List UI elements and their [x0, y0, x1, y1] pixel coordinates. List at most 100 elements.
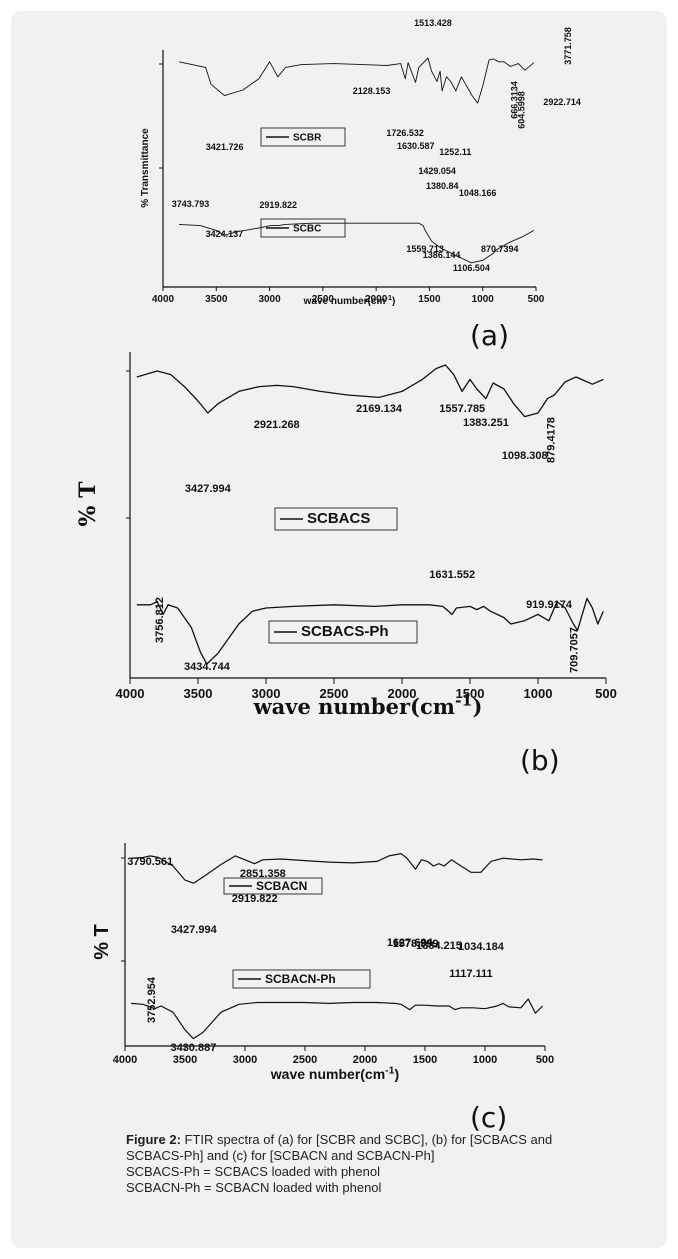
peak-label: 1034.184 [458, 941, 505, 953]
peak-label: 3421.726 [206, 142, 244, 152]
caption-bold: Figure 2: [126, 1132, 181, 1147]
panel-letter: (b) [520, 744, 560, 777]
peak-label: 2128.153 [353, 86, 391, 96]
caption-line-4: SCBACN-Ph = SCBACN loaded with phenol [126, 1180, 382, 1195]
peak-label: 919.9174 [526, 599, 573, 611]
figure-caption: Figure 2: FTIR spectra of (a) for [SCBR … [126, 1132, 666, 1196]
peak-label: 1383.251 [463, 417, 509, 429]
legend-label: SCBC [293, 223, 321, 234]
peak-label: 879.4178 [545, 417, 557, 463]
x-tick-label: 3500 [184, 686, 213, 701]
peak-label: 1578.999 [393, 938, 439, 950]
legend-box [260, 218, 346, 238]
x-axis-label: wave number(cm-1) [303, 293, 396, 307]
peak-label: 2919.822 [259, 200, 297, 210]
peak-label: 1098.308 [502, 450, 548, 462]
peak-label: 604.5998 [517, 91, 527, 129]
legend-box [268, 620, 418, 644]
peak-label: 2851.358 [240, 868, 286, 880]
peak-label: 3434.744 [184, 661, 231, 673]
x-tick-label: 4000 [152, 294, 175, 305]
series-line-scbacn-ph [130, 998, 544, 1040]
peak-label: 2169.134 [356, 403, 403, 415]
peak-label: 1048.166 [459, 188, 497, 198]
peak-label: 1513.428 [414, 18, 452, 28]
series-line-scbacn [130, 852, 543, 884]
x-tick-label: 1000 [473, 1054, 497, 1066]
panel-letter: (c) [470, 1101, 507, 1134]
x-tick-label: 3000 [233, 1054, 257, 1066]
series-line-scbr [178, 57, 535, 104]
x-tick-label: 2000 [365, 294, 388, 305]
x-tick-label: 2500 [293, 1054, 317, 1066]
legend-box [260, 127, 346, 147]
peak-label: 1386.144 [423, 250, 461, 260]
legend-label: SCBACN-Ph [265, 972, 336, 986]
y-axis-label: % T [91, 924, 113, 960]
peak-label: 3427.994 [185, 483, 232, 495]
series-line-scbacs [136, 364, 604, 418]
peak-label: 2919.822 [232, 893, 278, 905]
chart-panel-b: 4000 3500 3000 2500 2000 1500 1000 500 wave numb… [75, 352, 617, 777]
x-axis-label: wave number(cm-1) [270, 1064, 399, 1082]
peak-label: 1252.11 [439, 147, 471, 157]
caption-line-3: SCBACS-Ph = SCBACS loaded with phenol [126, 1164, 380, 1179]
legend-box [232, 969, 371, 989]
caption-line-2: SCBACS-Ph] and (c) for [SCBACN and SCBAC… [126, 1148, 435, 1163]
peak-label: 1384.215 [416, 940, 462, 952]
x-tick-label: 500 [528, 294, 545, 305]
figure-frame [11, 11, 667, 1248]
peak-label: 3743.793 [172, 199, 210, 209]
peak-label: 709.7057 [569, 627, 581, 673]
x-tick-label: 500 [595, 686, 617, 701]
x-tick-label: 3500 [173, 1054, 197, 1066]
caption-text-1: FTIR spectra of (a) for [SCBR and SCBC],… [180, 1132, 553, 1147]
x-tick-label: 1000 [472, 294, 495, 305]
x-tick-label: 2000 [353, 1054, 377, 1066]
x-tick-label: 4000 [116, 686, 145, 701]
x-tick-label: 2500 [312, 294, 335, 305]
x-tick-label: 3000 [258, 294, 281, 305]
legend-box [223, 877, 323, 895]
peak-label: 3424.137 [206, 229, 244, 239]
x-tick-label: 2500 [320, 686, 349, 701]
chart-panel-c: 4000 3500 3000 2500 2000 1500 1000 500 wave numb… [91, 843, 554, 1134]
x-tick-label: 3500 [205, 294, 228, 305]
legend-label: SCBACS-Ph [301, 623, 389, 640]
peak-label: 1627.694 [387, 937, 434, 949]
peak-label: 1631.552 [429, 569, 475, 581]
panel-letter: (a) [470, 319, 509, 352]
peak-label: 2921.268 [254, 419, 300, 431]
chart-panel-a: 4000 3500 3000 2500 2000 1500 1000 500 wave numb… [140, 18, 581, 352]
caption-line-1: Figure 2: FTIR spectra of (a) for [SCBR … [126, 1132, 666, 1148]
peak-label: 1559.713 [406, 244, 444, 254]
peak-label: 1726.532 [386, 128, 424, 138]
legend-label: SCBACS [307, 510, 370, 527]
peak-label: 1380.84 [426, 181, 459, 191]
peak-label: 2922.714 [543, 97, 581, 107]
x-tick-label: 1500 [413, 1054, 437, 1066]
peak-label: 1106.504 [453, 263, 490, 273]
y-axis-label: % T [75, 481, 101, 527]
peak-label: 1557.785 [439, 403, 485, 415]
peak-label: 1429.054 [418, 166, 456, 176]
peak-label: 3427.994 [171, 924, 218, 936]
series-line-scbc [178, 222, 535, 264]
peak-label: 3790.561 [127, 856, 173, 868]
series-line-scbacs-ph [136, 597, 604, 665]
peak-label: 3430.887 [170, 1042, 216, 1054]
x-tick-label: 3000 [252, 686, 281, 701]
x-tick-label: 500 [536, 1054, 554, 1066]
peak-label: 3752.954 [146, 976, 158, 1023]
x-tick-label: 1500 [418, 294, 441, 305]
legend-label: SCBACN [256, 879, 307, 893]
peak-label: 1630.587 [397, 141, 435, 151]
y-axis-label: % Transmittance [140, 128, 151, 208]
x-tick-label: 4000 [113, 1054, 137, 1066]
legend-label: SCBR [293, 132, 322, 143]
peak-label: 1117.111 [449, 968, 492, 980]
peak-label: 3756.812 [154, 597, 166, 643]
x-tick-label: 1000 [524, 686, 553, 701]
peak-label: 666.3134 [509, 81, 519, 119]
